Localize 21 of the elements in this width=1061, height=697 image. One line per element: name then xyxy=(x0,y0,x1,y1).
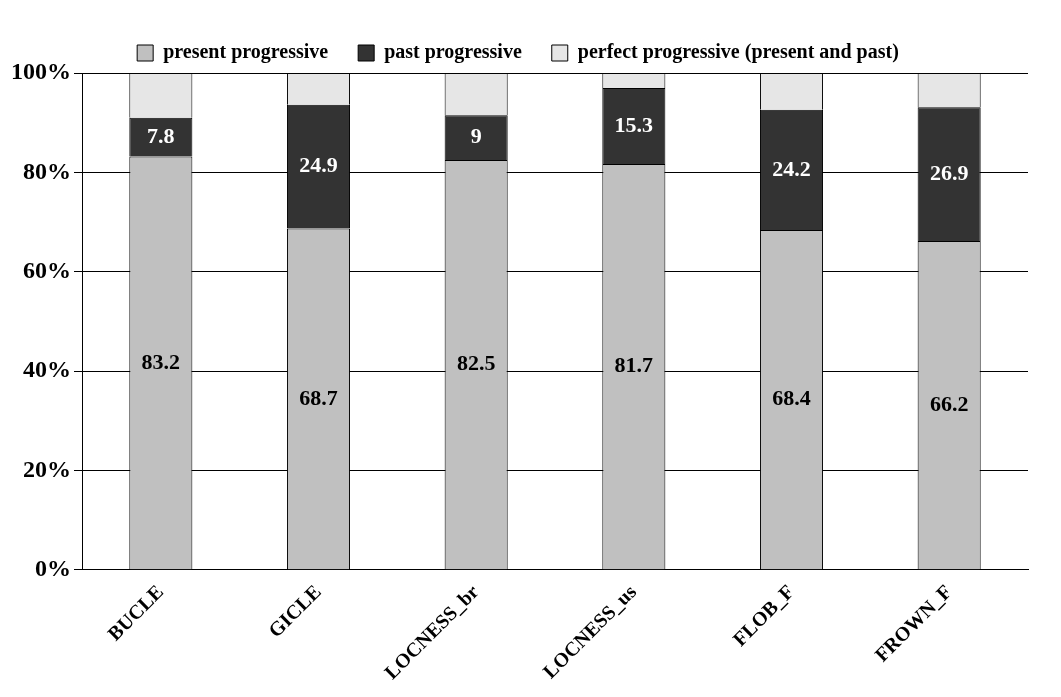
data-label: 82.5 xyxy=(456,350,496,376)
legend-label: perfect progressive (present and past) xyxy=(577,40,899,64)
y-tick-label: 40% xyxy=(23,356,71,383)
data-label: 24.2 xyxy=(772,155,811,181)
data-label: 24.9 xyxy=(299,152,338,178)
data-label: 83.2 xyxy=(141,348,181,374)
data-label: 81.7 xyxy=(614,352,654,378)
y-tick-label: 100% xyxy=(11,58,71,85)
y-tick-label: 20% xyxy=(23,455,71,482)
data-label: 68.4 xyxy=(772,385,811,411)
legend-label: past progressive xyxy=(384,40,522,64)
data-label: 26.9 xyxy=(929,159,969,185)
data-label: 7.8 xyxy=(147,122,175,148)
legend-label: present progressive xyxy=(163,40,329,64)
data-label: 68.7 xyxy=(299,384,338,410)
y-tick-label: 0% xyxy=(35,555,71,581)
data-label: 9 xyxy=(470,123,482,149)
y-tick-label: 80% xyxy=(23,157,71,184)
data-label: 15.3 xyxy=(614,111,654,137)
y-tick-label: 60% xyxy=(23,256,71,283)
data-label: 66.2 xyxy=(929,390,969,416)
